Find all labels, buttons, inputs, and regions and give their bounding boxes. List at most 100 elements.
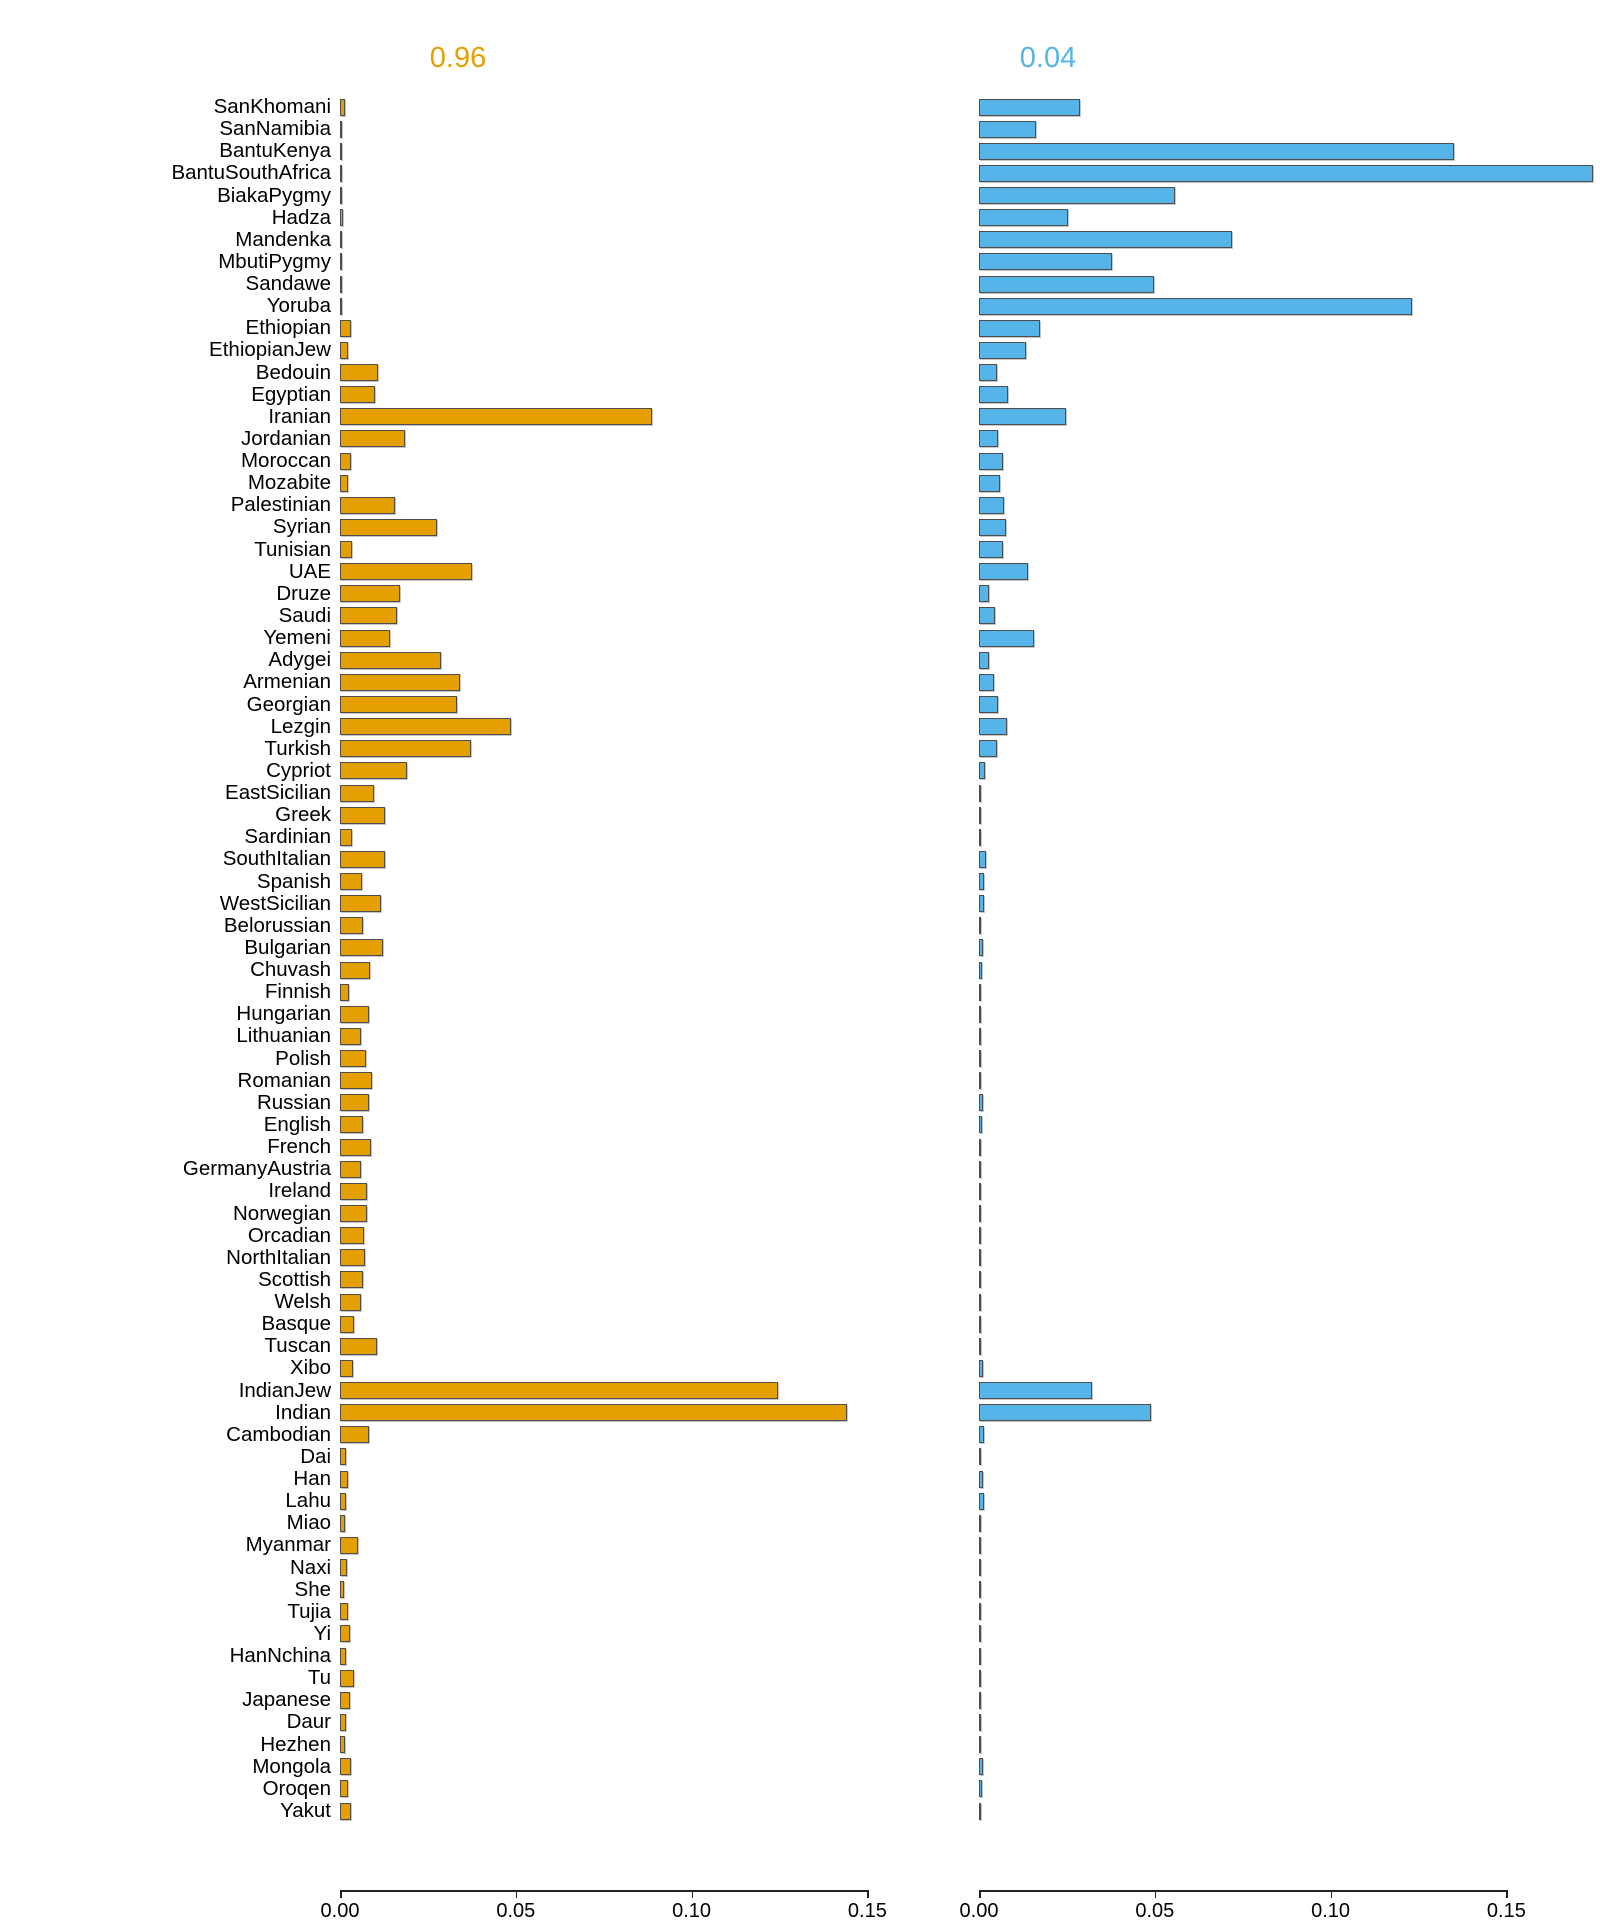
category-label: Saudi bbox=[278, 603, 331, 627]
x-axis-tick-label: 0.15 bbox=[847, 1900, 887, 1920]
category-label: Indian bbox=[275, 1400, 331, 1424]
category-label: Mongola bbox=[252, 1754, 331, 1778]
bar-Adygei bbox=[340, 651, 441, 669]
category-label: Naxi bbox=[289, 1555, 331, 1579]
category-label: SanNamibia bbox=[219, 117, 331, 141]
category-label: Tunisian bbox=[254, 537, 331, 561]
bar-IndianJew bbox=[979, 1382, 1092, 1400]
bar-GermanyAustria bbox=[340, 1160, 361, 1178]
bar-Egyptian bbox=[340, 386, 376, 404]
bar-BantuKenya bbox=[979, 142, 1454, 160]
bar-BantuKenya bbox=[340, 142, 343, 160]
bar-BantuSouthAfrica bbox=[979, 164, 1593, 182]
bar-Lahu bbox=[979, 1492, 985, 1510]
category-label: Jordanian bbox=[240, 426, 331, 450]
bar-Basque bbox=[340, 1315, 354, 1333]
bar-Yemeni bbox=[979, 629, 1034, 647]
bar-Finnish bbox=[340, 983, 350, 1001]
category-label: Armenian bbox=[243, 670, 331, 694]
category-label: Ethiopian bbox=[245, 316, 331, 340]
bar-Sardinian bbox=[340, 828, 352, 846]
bar-BantuSouthAfrica bbox=[340, 164, 343, 182]
category-label: Miao bbox=[286, 1511, 331, 1535]
bar-Iranian bbox=[979, 408, 1066, 426]
x-axis-tick-label: 0.10 bbox=[672, 1900, 712, 1920]
category-label: GermanyAustria bbox=[182, 1157, 331, 1181]
category-label: IndianJew bbox=[238, 1378, 331, 1402]
bar-Ireland bbox=[979, 1182, 981, 1200]
category-label: Georgian bbox=[246, 692, 331, 716]
bar-HanNchina bbox=[340, 1647, 346, 1665]
category-label: Mozabite bbox=[247, 471, 331, 495]
bar-Romanian bbox=[979, 1072, 981, 1090]
bar-Sandawe bbox=[979, 275, 1155, 293]
category-label: She bbox=[294, 1577, 331, 1601]
left-panel-title: 0.96 bbox=[429, 42, 487, 74]
category-label: Orcadian bbox=[247, 1223, 331, 1247]
bar-Myanmar bbox=[979, 1536, 981, 1554]
category-label: Welsh bbox=[274, 1290, 331, 1314]
bar-Druze bbox=[340, 585, 401, 603]
bar-Norwegian bbox=[979, 1205, 981, 1222]
bar-Yoruba bbox=[979, 297, 1413, 315]
bar-Miao bbox=[979, 1514, 981, 1532]
bar-BiakaPygmy bbox=[340, 187, 342, 205]
bar-Druze bbox=[979, 585, 989, 603]
x-axis-tick bbox=[1154, 1890, 1157, 1898]
category-label: Myanmar bbox=[245, 1533, 331, 1557]
bar-HanNchina bbox=[979, 1647, 981, 1665]
bar-Syrian bbox=[340, 518, 438, 536]
bar-Norwegian bbox=[340, 1205, 368, 1222]
bar-Greek bbox=[340, 806, 386, 824]
bar-She bbox=[979, 1581, 981, 1599]
category-label: Tujia bbox=[287, 1599, 331, 1623]
bar-Turkish bbox=[979, 740, 997, 758]
bar-Syrian bbox=[979, 518, 1006, 536]
bar-Japanese bbox=[979, 1691, 981, 1709]
bar-Yemeni bbox=[340, 629, 390, 647]
category-label: Lezgin bbox=[270, 714, 331, 738]
bar-EastSicilian bbox=[979, 784, 981, 802]
bar-Ethiopian bbox=[979, 319, 1041, 337]
bar-Dai bbox=[979, 1448, 981, 1466]
bar-Oroqen bbox=[979, 1780, 982, 1798]
bar-Naxi bbox=[979, 1559, 981, 1577]
bar-Japanese bbox=[340, 1691, 350, 1709]
bar-SanKhomani bbox=[340, 98, 345, 116]
bar-Xibo bbox=[340, 1359, 353, 1377]
category-label: Cypriot bbox=[266, 758, 331, 782]
bar-Bedouin bbox=[340, 364, 379, 382]
bar-Daur bbox=[979, 1713, 981, 1731]
bar-Orcadian bbox=[979, 1227, 981, 1245]
x-axis-tick bbox=[515, 1890, 518, 1898]
bar-English bbox=[979, 1116, 982, 1134]
bar-Tuscan bbox=[340, 1337, 377, 1355]
category-label: Syrian bbox=[272, 515, 331, 539]
bar-Hungarian bbox=[340, 1005, 370, 1023]
bar-EastSicilian bbox=[340, 784, 375, 802]
category-label: MbutiPygmy bbox=[218, 249, 331, 273]
bar-BiakaPygmy bbox=[979, 187, 1175, 205]
bar-Han bbox=[979, 1470, 983, 1488]
bar-Orcadian bbox=[340, 1227, 365, 1245]
bar-Ethiopian bbox=[340, 319, 351, 337]
x-axis-tick bbox=[340, 1890, 342, 1898]
bar-Tujia bbox=[340, 1603, 348, 1621]
bar-Lithuanian bbox=[979, 1027, 981, 1045]
category-label: BantuSouthAfrica bbox=[171, 161, 331, 185]
bar-Russian bbox=[340, 1094, 370, 1112]
category-label: UAE bbox=[288, 559, 331, 583]
bar-SanNamibia bbox=[340, 120, 342, 138]
bar-Chuvash bbox=[340, 961, 370, 979]
category-label: Romanian bbox=[237, 1068, 331, 1092]
x-axis-tick-label: 0.05 bbox=[1135, 1900, 1175, 1920]
category-label: Moroccan bbox=[240, 449, 331, 473]
bar-French bbox=[979, 1138, 981, 1156]
bar-Indian bbox=[340, 1404, 847, 1422]
bar-Chuvash bbox=[979, 961, 982, 979]
bar-Hadza bbox=[340, 209, 344, 227]
category-label: Norwegian bbox=[233, 1201, 331, 1225]
bar-Welsh bbox=[979, 1293, 981, 1311]
bar-Palestinian bbox=[979, 496, 1004, 514]
